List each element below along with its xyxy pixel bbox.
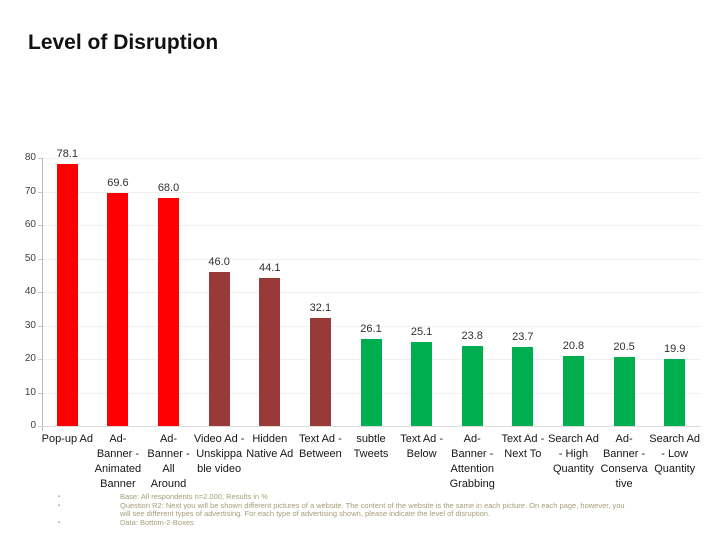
bar-9 — [461, 346, 483, 426]
x-axis-tick-label: Ad- Banner - Conserva tive — [600, 433, 648, 490]
bar-value-label: 23.8 — [461, 330, 483, 343]
bar-value-label: 25.1 — [410, 325, 433, 338]
y-axis-tick — [38, 258, 42, 260]
bar-value-label: 68.0 — [157, 182, 180, 195]
bar-4 — [208, 271, 230, 426]
y-axis-tick-label: 0 — [30, 420, 36, 431]
bar-3 — [158, 198, 180, 426]
footnote-text: Base: All respondents n=2.000, Results i… — [120, 492, 268, 501]
bar-6 — [309, 318, 331, 426]
square-bullet-icon: ▪ — [58, 494, 61, 500]
y-axis-tick — [38, 292, 42, 293]
page-title: Level of Disruption — [28, 31, 219, 54]
y-axis-tick — [38, 359, 42, 360]
bar-2 — [107, 192, 129, 426]
square-bullet-icon: ▪ — [58, 519, 61, 526]
bar-value-label: 44.1 — [259, 262, 281, 275]
x-axis-tick-label: Text Ad - Next To — [501, 433, 545, 460]
y-axis-tick-label: 80 — [24, 152, 36, 163]
y-axis-tick — [38, 426, 42, 427]
bar-value-label: 20.5 — [613, 341, 635, 354]
x-axis-tick-label: Video Ad - Unskippa ble video — [193, 433, 245, 475]
footnotes: ▪ Base: All respondents n=2.000, Results … — [58, 492, 718, 528]
footnote-item: ▪ Data: Bottom-2-Boxes — [58, 517, 718, 528]
x-axis-tick-label: Search Ad - Low Quantity — [649, 433, 701, 475]
bar-7 — [360, 338, 382, 426]
bar-1 — [56, 164, 78, 426]
y-axis-tick-label: 70 — [24, 185, 36, 197]
bar-13 — [664, 359, 686, 426]
bar-value-label: 69.6 — [107, 176, 129, 189]
y-axis-stub — [42, 427, 43, 431]
x-axis-tick-label: Ad- Banner - All Around — [147, 433, 190, 490]
bar-10 — [512, 346, 534, 426]
bar-value-label: 46.0 — [208, 255, 230, 268]
bar-11 — [562, 356, 584, 426]
bar-value-label: 19.9 — [663, 343, 686, 356]
footnote-text: Question R2: Next you will be shown diff… — [120, 500, 625, 519]
x-axis-tick-label: Ad- Banner - Attention Grabbing — [449, 433, 495, 490]
gridline — [43, 191, 701, 193]
y-axis-tick-label: 10 — [24, 386, 36, 398]
footnote-item: ▪ Question R2: Next you will be shown dif… — [58, 500, 718, 519]
footnote-item: ▪ Base: All respondents n=2.000, Results … — [58, 492, 718, 502]
x-axis-tick-label: Ad- Banner - Animated Banner — [94, 433, 142, 490]
bar-value-label: 78.1 — [56, 148, 78, 161]
bar-12 — [613, 357, 635, 426]
gridline — [43, 292, 701, 293]
y-axis-tick — [38, 392, 42, 394]
x-axis-tick-label: Search Ad - High Quantity — [548, 433, 599, 475]
gridline — [43, 258, 701, 260]
x-axis-tick-label: Text Ad - Below — [400, 433, 443, 460]
footnote-text: Data: Bottom-2-Boxes — [120, 517, 194, 527]
x-axis-tick-label: Hidden Native Ad — [246, 433, 294, 460]
bar-value-label: 20.8 — [562, 340, 585, 353]
y-axis-tick-label: 50 — [24, 252, 36, 264]
bar-value-label: 32.1 — [309, 302, 332, 315]
y-axis-tick-label: 30 — [24, 319, 36, 331]
gridline — [43, 225, 701, 226]
square-bullet-icon: ▪ — [58, 502, 61, 509]
x-axis-tick-label: subtle Tweets — [353, 433, 389, 460]
bar-5 — [259, 278, 281, 426]
x-axis-tick-label: Text Ad - Between — [298, 433, 342, 460]
y-axis-tick — [38, 191, 42, 193]
bar-8 — [411, 341, 433, 426]
bar-value-label: 23.7 — [512, 330, 534, 343]
bar-value-label: 26.1 — [360, 322, 382, 335]
x-axis-tick-label: Pop-up Ad — [41, 433, 93, 445]
gridline — [43, 325, 701, 327]
y-axis-tick-label: 40 — [24, 286, 36, 297]
y-axis-tick-label: 60 — [24, 219, 36, 230]
gridline — [43, 158, 701, 159]
y-axis-tick — [38, 325, 42, 327]
y-axis-tick-label: 20 — [24, 353, 36, 364]
y-axis-tick — [38, 225, 42, 226]
y-axis-tick — [38, 158, 42, 159]
